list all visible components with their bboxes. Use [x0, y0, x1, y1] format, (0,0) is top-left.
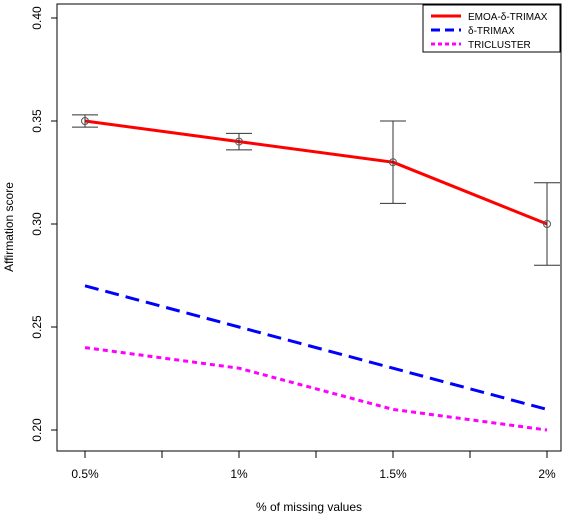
- x-tick-label: 2%: [538, 467, 556, 481]
- data-point: [389, 158, 397, 167]
- error-bar: [72, 114, 98, 128]
- legend-label: δ-TRIMAX: [468, 26, 515, 37]
- y-tick-label: 0.30: [30, 212, 44, 236]
- legend-label: TRICLUSTER: [468, 40, 531, 51]
- error-bar: [380, 120, 406, 204]
- y-tick-label: 0.40: [30, 6, 44, 30]
- errorbar-layer: [72, 114, 560, 266]
- error-bar: [226, 132, 252, 151]
- series-line-1: [84, 284, 548, 411]
- series-line-0: [84, 119, 548, 226]
- data-point: [81, 117, 89, 125]
- y-tick-label: 0.25: [30, 315, 44, 339]
- y-tick-label: 0.35: [30, 109, 44, 133]
- legend: EMOA-δ-TRIMAX δ-TRIMAX TRICLUSTER: [422, 4, 561, 53]
- x-tick-label: 0.5%: [71, 467, 99, 481]
- x-axis: 0.5% 1% 1.5% 2%: [71, 451, 556, 481]
- series-layer: [84, 119, 548, 432]
- y-axis: 0.20 0.25 0.30 0.35 0.40: [30, 6, 57, 442]
- plot-frame: [56, 3, 562, 452]
- x-tick-label: 1.5%: [379, 467, 407, 481]
- data-point: [235, 137, 243, 146]
- error-bar: [534, 182, 560, 266]
- series-line-2: [84, 346, 548, 432]
- y-tick-label: 0.20: [30, 418, 44, 442]
- legend-label: EMOA-δ-TRIMAX: [468, 12, 548, 23]
- y-axis-label: Affirmation score: [2, 182, 16, 272]
- x-tick-label: 1%: [230, 467, 248, 481]
- data-point: [543, 220, 551, 228]
- x-axis-label: % of missing values: [256, 500, 362, 514]
